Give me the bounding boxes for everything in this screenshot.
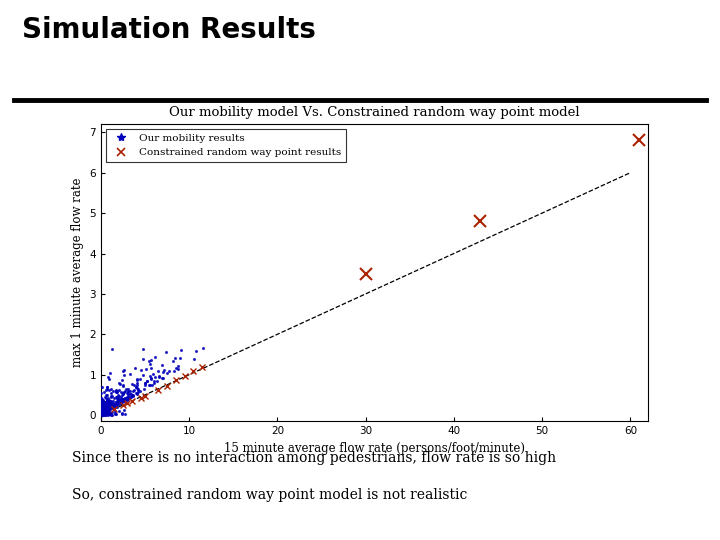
Text: Simulation Results: Simulation Results [22,16,315,44]
X-axis label: 15 minute average flow rate (persons/foot/minute): 15 minute average flow rate (persons/foo… [224,442,525,455]
Title: Our mobility model Vs. Constrained random way point model: Our mobility model Vs. Constrained rando… [169,106,580,119]
Y-axis label: max 1 minute average flow rate: max 1 minute average flow rate [71,178,84,367]
Text: Since there is no interaction among pedestrians, flow rate is so high: Since there is no interaction among pede… [72,451,556,465]
Legend: Our mobility results, Constrained random way point results: Our mobility results, Constrained random… [106,130,346,161]
Text: So, constrained random way point model is not realistic: So, constrained random way point model i… [72,489,467,503]
